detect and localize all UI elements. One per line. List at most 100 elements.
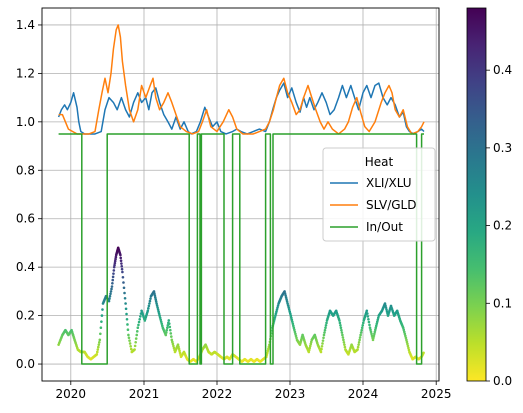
heat-point (369, 330, 373, 334)
heat-point (404, 336, 408, 340)
heat-point (158, 314, 161, 317)
heat-point (367, 320, 371, 324)
heat-point (157, 310, 160, 313)
heat-point (284, 296, 288, 299)
heat-point (309, 342, 313, 346)
heat-point (308, 346, 312, 350)
heat-point (308, 348, 311, 352)
heat-point (284, 294, 287, 297)
y-tick-label: 0.6 (16, 212, 35, 226)
heat-point (266, 351, 269, 355)
heat-point (170, 338, 174, 342)
heat-point (374, 328, 377, 332)
heat-point (319, 350, 323, 354)
heat-point (338, 321, 342, 325)
heat-point (321, 339, 325, 342)
heat-point (160, 324, 164, 328)
y-tick-label: 0.8 (16, 163, 35, 177)
heat-point (273, 316, 277, 319)
heat-point (407, 348, 411, 352)
heat-point (322, 333, 326, 337)
heat-point (384, 306, 388, 309)
heat-point (127, 333, 130, 337)
heat-point (285, 300, 289, 303)
heat-point (169, 332, 173, 335)
heat-point (294, 334, 298, 338)
heat-point (178, 351, 182, 355)
heat-point (168, 322, 171, 325)
heat-point (405, 338, 408, 342)
heat-point (97, 343, 101, 346)
heat-point (323, 328, 327, 332)
y-tick-label: 1.0 (16, 115, 35, 129)
colorbar-axis: 0.0 0.1 0.2 0.3 0.4 (486, 63, 512, 388)
legend-title: Heat (365, 155, 394, 169)
heat-point (121, 270, 124, 274)
heat-point (384, 304, 387, 307)
heat-point (340, 328, 343, 332)
heat-point (99, 326, 103, 330)
heat-point (357, 343, 360, 346)
heat-point (172, 344, 175, 348)
heat-point (292, 326, 296, 330)
heat-point (287, 306, 290, 309)
heat-point (147, 307, 150, 310)
heat-point (403, 332, 407, 336)
heat-point (285, 298, 288, 301)
heat-point (147, 304, 151, 308)
heat-point (122, 286, 126, 290)
heat-point (402, 328, 406, 332)
heat-point (129, 344, 132, 348)
heat-point (133, 344, 137, 348)
heat-point (112, 272, 115, 275)
heat-point (108, 297, 111, 300)
heat-point (167, 319, 171, 322)
heat-point (343, 345, 347, 349)
heat-point (155, 302, 158, 305)
heat-point (164, 333, 168, 337)
heat-point (366, 312, 369, 315)
heat-point (110, 287, 113, 291)
heat-point (99, 332, 102, 336)
heat-point (343, 343, 346, 346)
heat-point (307, 350, 311, 354)
heat-point (113, 261, 117, 265)
heat-point (109, 292, 112, 296)
heat-point (171, 340, 174, 344)
heat-point (98, 340, 101, 344)
heat-point (290, 316, 293, 319)
heat-point (108, 294, 112, 298)
heat-point (310, 340, 313, 344)
y-tick-label: 0.2 (16, 309, 35, 323)
heat-point (366, 315, 370, 318)
heat-point (170, 335, 173, 338)
heat-point (283, 290, 286, 293)
heat-point (325, 321, 328, 325)
heat-point (266, 349, 270, 353)
legend-box (322, 147, 436, 242)
heat-point (340, 331, 344, 334)
y-tick-label: 1.2 (16, 66, 35, 80)
heat-point (367, 317, 370, 321)
heat-point (125, 312, 128, 316)
heat-point (154, 300, 158, 303)
heat-point (125, 317, 129, 321)
heat-point (111, 282, 114, 285)
heat-point (289, 314, 293, 317)
heat-point (97, 345, 100, 349)
heat-point (123, 296, 127, 300)
heat-point (98, 338, 102, 342)
heat-point (401, 326, 405, 330)
heat-point (274, 312, 278, 315)
heat-point (154, 298, 158, 301)
legend: Heat XLI/XLU SLV/GLD In/Out (322, 147, 436, 242)
heat-point (146, 309, 150, 313)
heat-point (275, 310, 278, 313)
heat-point (152, 290, 156, 293)
heat-point (422, 351, 425, 355)
heat-point (158, 316, 162, 319)
heat-point (358, 336, 362, 339)
heat-point (124, 302, 127, 305)
heat-point (135, 330, 139, 333)
